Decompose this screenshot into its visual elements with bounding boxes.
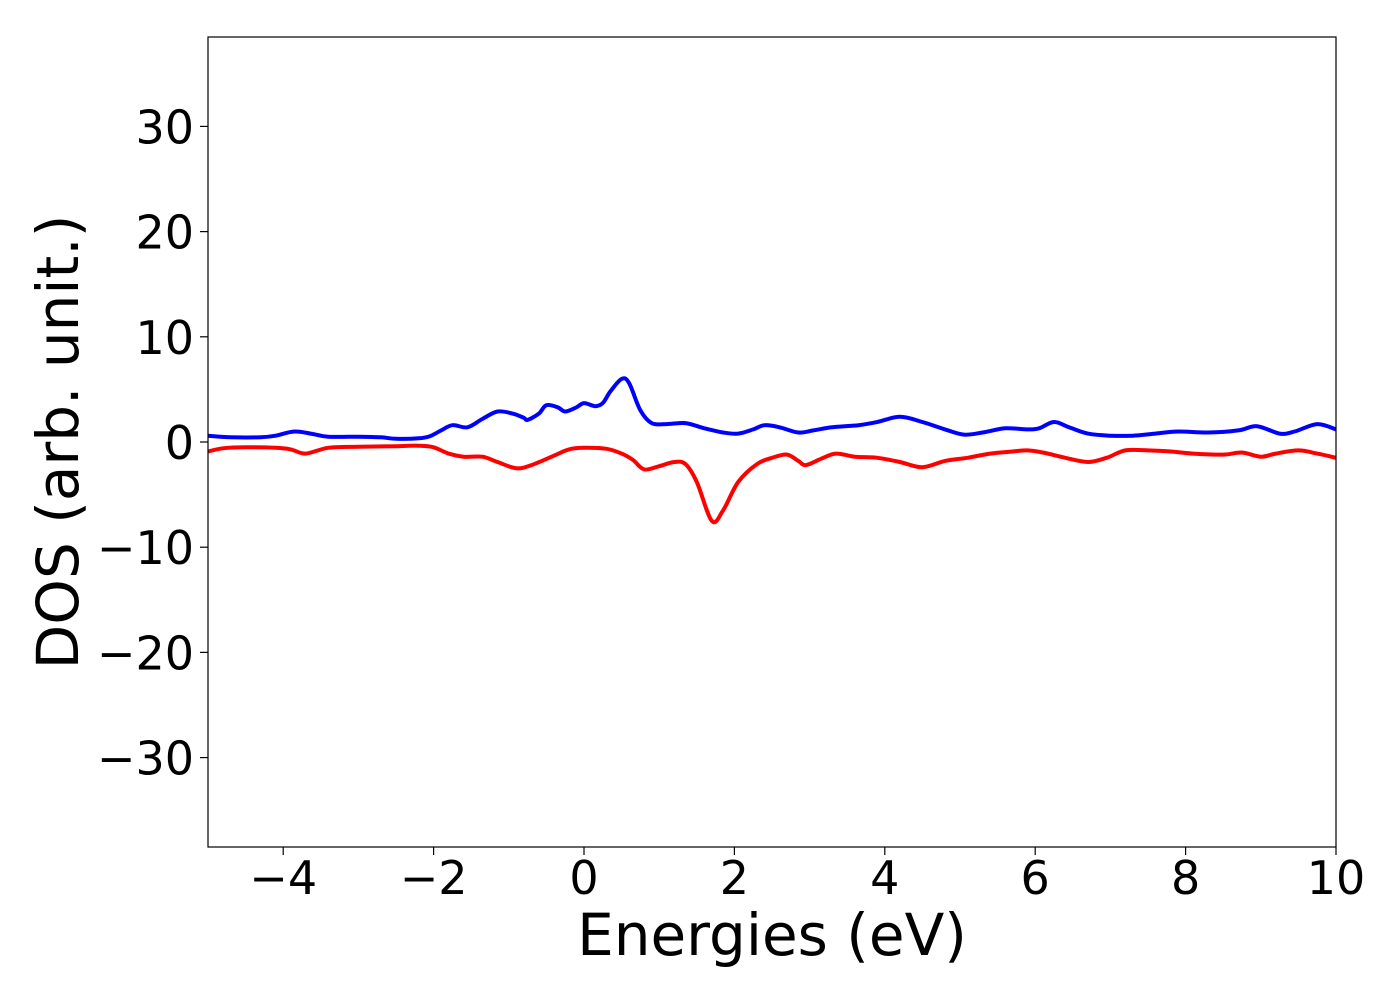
x-tick-label: 8 — [1171, 851, 1200, 905]
x-tick-label: 2 — [720, 851, 749, 905]
y-tick-label: −10 — [97, 521, 194, 575]
x-tick-label: 4 — [870, 851, 899, 905]
series-line-1 — [208, 443, 1336, 525]
x-tick-label: −2 — [400, 851, 468, 905]
series-layer — [208, 376, 1336, 525]
x-tick-label: 0 — [569, 851, 598, 905]
y-axis: −30 −20 −10 0 10 20 30 — [97, 100, 208, 786]
y-tick-label: 0 — [165, 416, 194, 470]
plot-frame — [207, 36, 1337, 848]
y-tick-label: 20 — [135, 206, 194, 260]
x-tick-label: −4 — [249, 851, 317, 905]
y-tick-label: 30 — [135, 100, 194, 154]
y-axis-label: DOS (arb. unit.) — [24, 215, 92, 670]
x-axis: −4 −2 0 2 4 6 8 10 — [249, 847, 1365, 905]
y-tick-label: 10 — [135, 311, 194, 365]
y-tick-label: −30 — [97, 732, 194, 786]
x-tick-label: 6 — [1021, 851, 1050, 905]
x-tick-label: 10 — [1307, 851, 1366, 905]
series-line-0 — [208, 376, 1336, 441]
y-tick-label: −20 — [97, 626, 194, 680]
x-axis-label: Energies (eV) — [577, 901, 967, 969]
